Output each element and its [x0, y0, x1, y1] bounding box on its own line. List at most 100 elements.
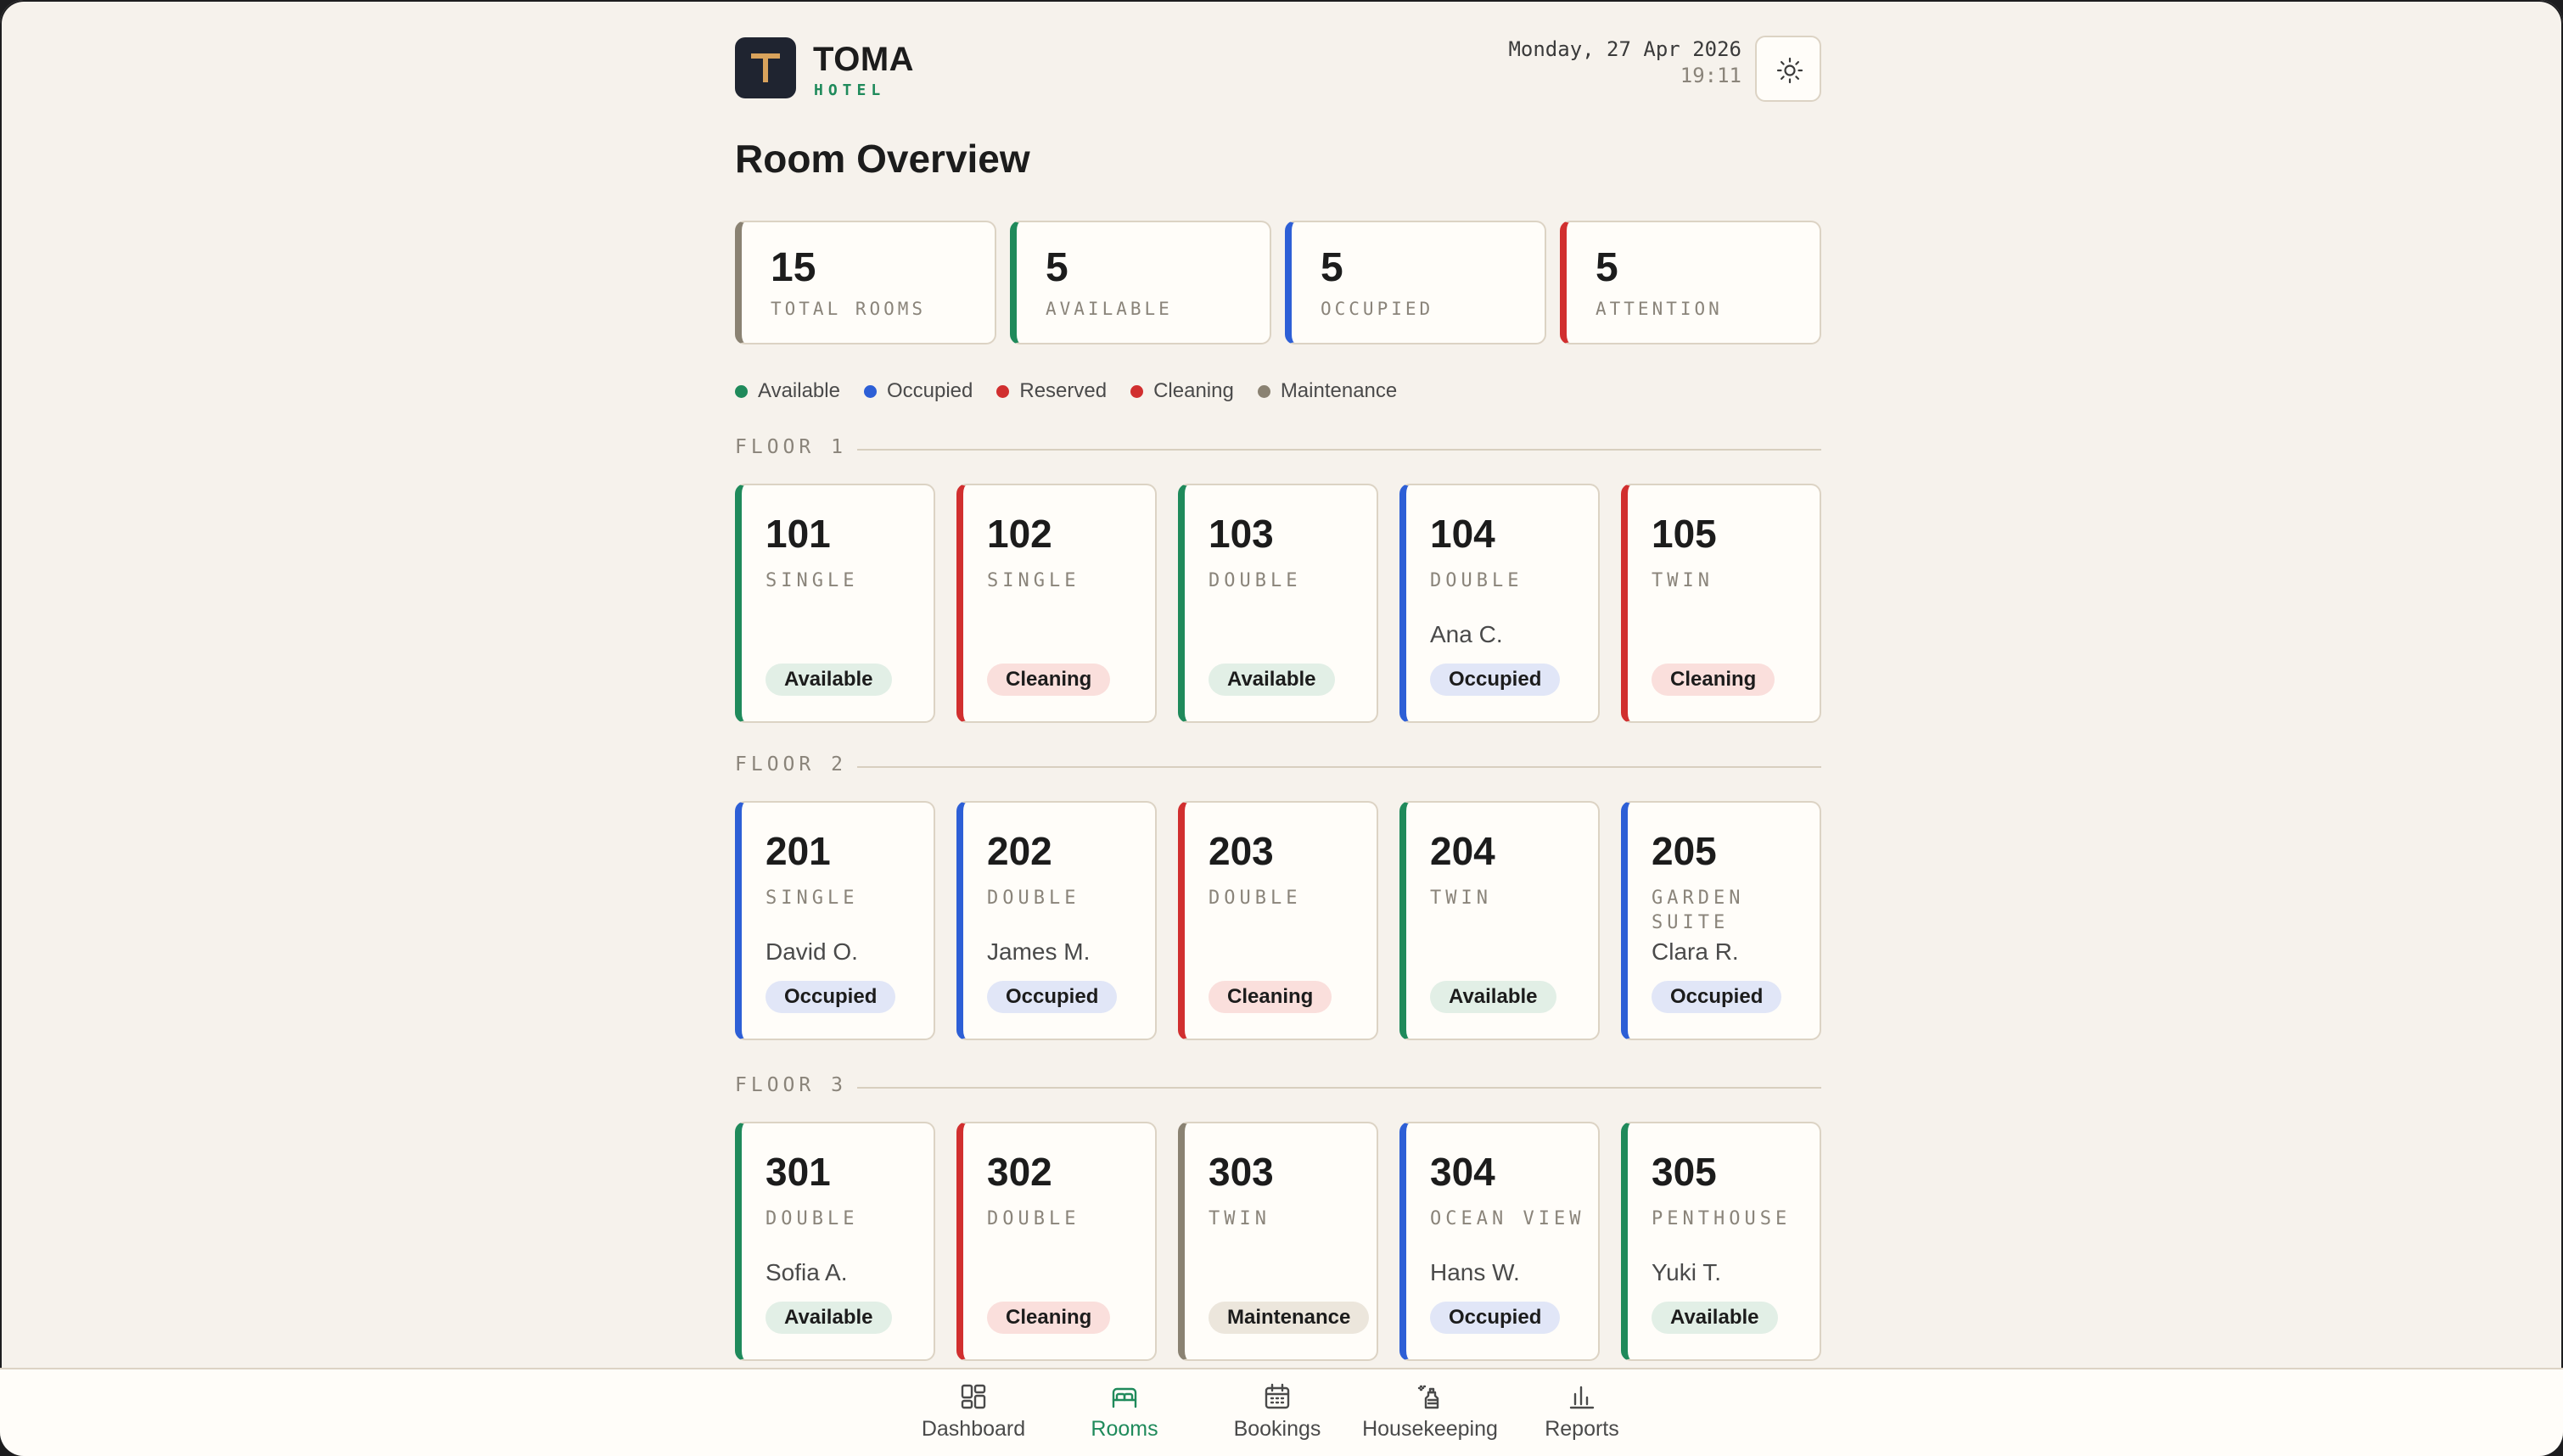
- room-number: 201: [766, 829, 831, 873]
- nav-bookings[interactable]: Bookings: [1201, 1381, 1354, 1449]
- room-card-304[interactable]: 304 OCEAN VIEW Hans W. Occupied: [1399, 1122, 1600, 1361]
- room-card-205[interactable]: 205 GARDEN SUITE Clara R. Occupied: [1621, 801, 1821, 1040]
- room-type: TWIN: [1652, 570, 1713, 591]
- room-card-204[interactable]: 204 TWIN Available: [1399, 801, 1600, 1040]
- room-number: 302: [987, 1150, 1052, 1194]
- legend-dot-icon: [996, 384, 1010, 398]
- room-number: 102: [987, 512, 1052, 556]
- sun-icon: [1776, 57, 1803, 84]
- status-badge: Occupied: [766, 981, 896, 1013]
- legend-label: Maintenance: [1280, 379, 1398, 402]
- room-card-303[interactable]: 303 TWIN Maintenance: [1178, 1122, 1378, 1361]
- room-number: 104: [1430, 512, 1495, 556]
- room-type: TWIN: [1209, 1208, 1270, 1229]
- room-card-301[interactable]: 301 DOUBLE Sofia A. Available: [735, 1122, 935, 1361]
- stat-value: 5: [1046, 245, 1068, 290]
- status-legend: Available Occupied Reserved Cleaning Mainten…: [735, 378, 1421, 404]
- room-number: 202: [987, 829, 1052, 873]
- nav-rooms[interactable]: Rooms: [1048, 1381, 1201, 1449]
- nav-dashboard[interactable]: Dashboard: [897, 1381, 1050, 1449]
- room-number: 103: [1209, 512, 1274, 556]
- room-card-201[interactable]: 201 SINGLE David O. Occupied: [735, 801, 935, 1040]
- room-type: TWIN: [1430, 888, 1492, 909]
- legend-item-occupied: Occupied: [863, 379, 973, 403]
- current-date: Monday, 27 Apr 2026: [1508, 37, 1741, 61]
- stat-card-total-rooms: 15 TOTAL ROOMS: [735, 221, 996, 344]
- legend-dot-icon: [1130, 384, 1144, 398]
- room-number: 303: [1209, 1150, 1274, 1194]
- guest-name: Ana C.: [1430, 621, 1503, 647]
- room-card-202[interactable]: 202 DOUBLE James M. Occupied: [956, 801, 1157, 1040]
- room-number: 304: [1430, 1150, 1495, 1194]
- room-card-103[interactable]: 103 DOUBLE Available: [1178, 484, 1378, 723]
- legend-dot-icon: [1257, 384, 1270, 398]
- current-time: 19:11: [1680, 64, 1741, 87]
- bar-chart-icon: [1569, 1386, 1595, 1409]
- nav-housekeeping[interactable]: Housekeeping: [1354, 1381, 1506, 1449]
- room-card-203[interactable]: 203 DOUBLE Cleaning: [1178, 801, 1378, 1040]
- status-badge: Occupied: [1652, 981, 1782, 1013]
- status-badge: Occupied: [987, 981, 1118, 1013]
- status-badge: Maintenance: [1209, 1302, 1370, 1334]
- floor-label: FLOOR 3: [735, 1074, 847, 1096]
- bed-icon: [1112, 1387, 1137, 1408]
- stats-row: 15 TOTAL ROOMS 5 AVAILABLE 5 OCCUPIED 5 ATTENTI…: [735, 221, 1821, 344]
- room-type: DOUBLE: [766, 1208, 859, 1229]
- room-number: 301: [766, 1150, 831, 1194]
- room-number: 205: [1652, 829, 1717, 873]
- legend-item-cleaning: Cleaning: [1130, 379, 1234, 403]
- brand-subtitle: HOTEL: [814, 81, 886, 99]
- header: TOMA HOTEL Monday, 27 Apr 2026 19:11: [735, 36, 1821, 104]
- room-card-105[interactable]: 105 TWIN Cleaning: [1621, 484, 1821, 723]
- room-type: GARDEN SUITE: [1652, 888, 1745, 933]
- status-badge: Available: [1430, 981, 1556, 1013]
- room-type: PENTHOUSE: [1652, 1208, 1792, 1229]
- room-type: SINGLE: [766, 888, 859, 909]
- stat-label: AVAILABLE: [1046, 299, 1173, 319]
- current-datetime: Monday, 27 Apr 2026 19:11: [1508, 36, 1741, 88]
- legend-dot-icon: [735, 384, 748, 398]
- room-type: OCEAN VIEW: [1430, 1208, 1585, 1229]
- room-number: 105: [1652, 512, 1717, 556]
- dashboard-icon: [961, 1384, 986, 1409]
- floor-divider: [857, 449, 1821, 451]
- room-number: 204: [1430, 829, 1495, 873]
- legend-item-reserved: Reserved: [996, 379, 1107, 403]
- floor-label: FLOOR 1: [735, 436, 847, 458]
- stat-label: TOTAL ROOMS: [771, 299, 927, 319]
- stat-card-available: 5 AVAILABLE: [1010, 221, 1271, 344]
- legend-dot-icon: [863, 384, 877, 398]
- guest-name: David O.: [766, 938, 858, 965]
- status-badge: Cleaning: [987, 664, 1111, 696]
- status-badge: Available: [766, 664, 892, 696]
- legend-label: Available: [758, 379, 840, 402]
- room-card-101[interactable]: 101 SINGLE Available: [735, 484, 935, 723]
- room-type: DOUBLE: [987, 1208, 1080, 1229]
- hotel-logo: [735, 37, 796, 98]
- room-card-305[interactable]: 305 PENTHOUSE Yuki T. Available: [1621, 1122, 1821, 1361]
- legend-label: Reserved: [1019, 379, 1108, 402]
- room-type: DOUBLE: [987, 888, 1080, 909]
- stat-label: ATTENTION: [1596, 299, 1723, 319]
- nav-label: Bookings: [1233, 1417, 1321, 1441]
- brand-name: TOMA: [813, 41, 915, 78]
- legend-label: Occupied: [886, 379, 973, 402]
- theme-toggle-button[interactable]: [1755, 36, 1821, 102]
- status-badge: Available: [766, 1302, 892, 1334]
- room-type: DOUBLE: [1209, 888, 1302, 909]
- room-card-104[interactable]: 104 DOUBLE Ana C. Occupied: [1399, 484, 1600, 723]
- guest-name: Clara R.: [1652, 938, 1739, 965]
- room-number: 305: [1652, 1150, 1717, 1194]
- calendar-icon: [1265, 1383, 1290, 1409]
- room-card-302[interactable]: 302 DOUBLE Cleaning: [956, 1122, 1157, 1361]
- guest-name: Sofia A.: [766, 1259, 848, 1285]
- nav-label: Rooms: [1091, 1417, 1158, 1441]
- status-badge: Available: [1209, 664, 1335, 696]
- stat-card-attention: 5 ATTENTION: [1560, 221, 1821, 344]
- nav-reports[interactable]: Reports: [1506, 1381, 1658, 1449]
- room-card-102[interactable]: 102 SINGLE Cleaning: [956, 484, 1157, 723]
- page-title: Room Overview: [735, 137, 1030, 181]
- status-badge: Available: [1652, 1302, 1778, 1334]
- status-badge: Occupied: [1430, 664, 1561, 696]
